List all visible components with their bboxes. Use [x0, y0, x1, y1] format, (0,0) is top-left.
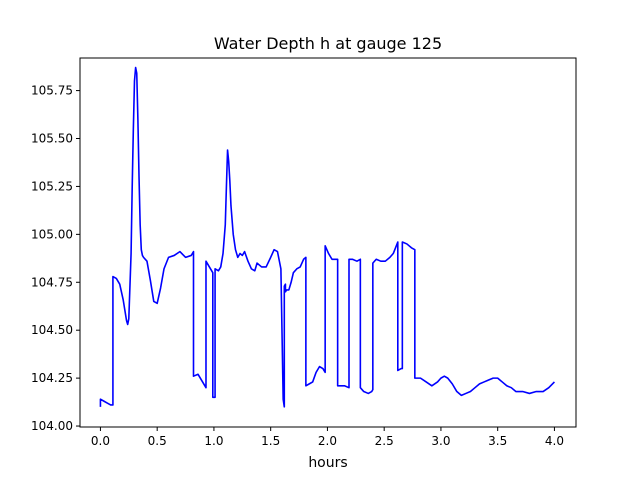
plot-area — [99, 66, 555, 408]
x-axis-label: hours — [308, 455, 347, 471]
y-tick-label: 104.00 — [31, 419, 73, 433]
x-tick-label: 3.0 — [431, 434, 450, 448]
chart-title: Water Depth h at gauge 125 — [214, 34, 442, 53]
y-tick-label: 105.00 — [31, 227, 73, 241]
x-tick-label: 2.0 — [318, 434, 337, 448]
y-tick-label: 105.25 — [31, 179, 73, 193]
y-tick-label: 104.50 — [31, 323, 73, 337]
x-tick-label: 4.0 — [545, 434, 564, 448]
x-tick-label: 1.0 — [204, 434, 223, 448]
axes-frame — [79, 57, 577, 428]
x-tick-label: 2.5 — [375, 434, 394, 448]
x-tick-label: 0.0 — [91, 434, 110, 448]
y-axis: 104.00 104.25 104.50 104.75 105.00 105.25 105.… — [31, 84, 80, 433]
x-tick-label: 3.5 — [488, 434, 507, 448]
y-tick-label: 104.75 — [31, 275, 73, 289]
x-axis: 0.0 0.5 1.0 1.5 2.0 2.5 3.0 3.5 4.0 — [91, 427, 564, 448]
x-tick-label: 0.5 — [148, 434, 167, 448]
y-tick-label: 105.50 — [31, 132, 73, 146]
x-tick-label: 1.5 — [261, 434, 280, 448]
y-tick-label: 105.75 — [31, 84, 73, 98]
series-line-0 — [99, 66, 555, 408]
y-tick-label: 104.25 — [31, 371, 73, 385]
